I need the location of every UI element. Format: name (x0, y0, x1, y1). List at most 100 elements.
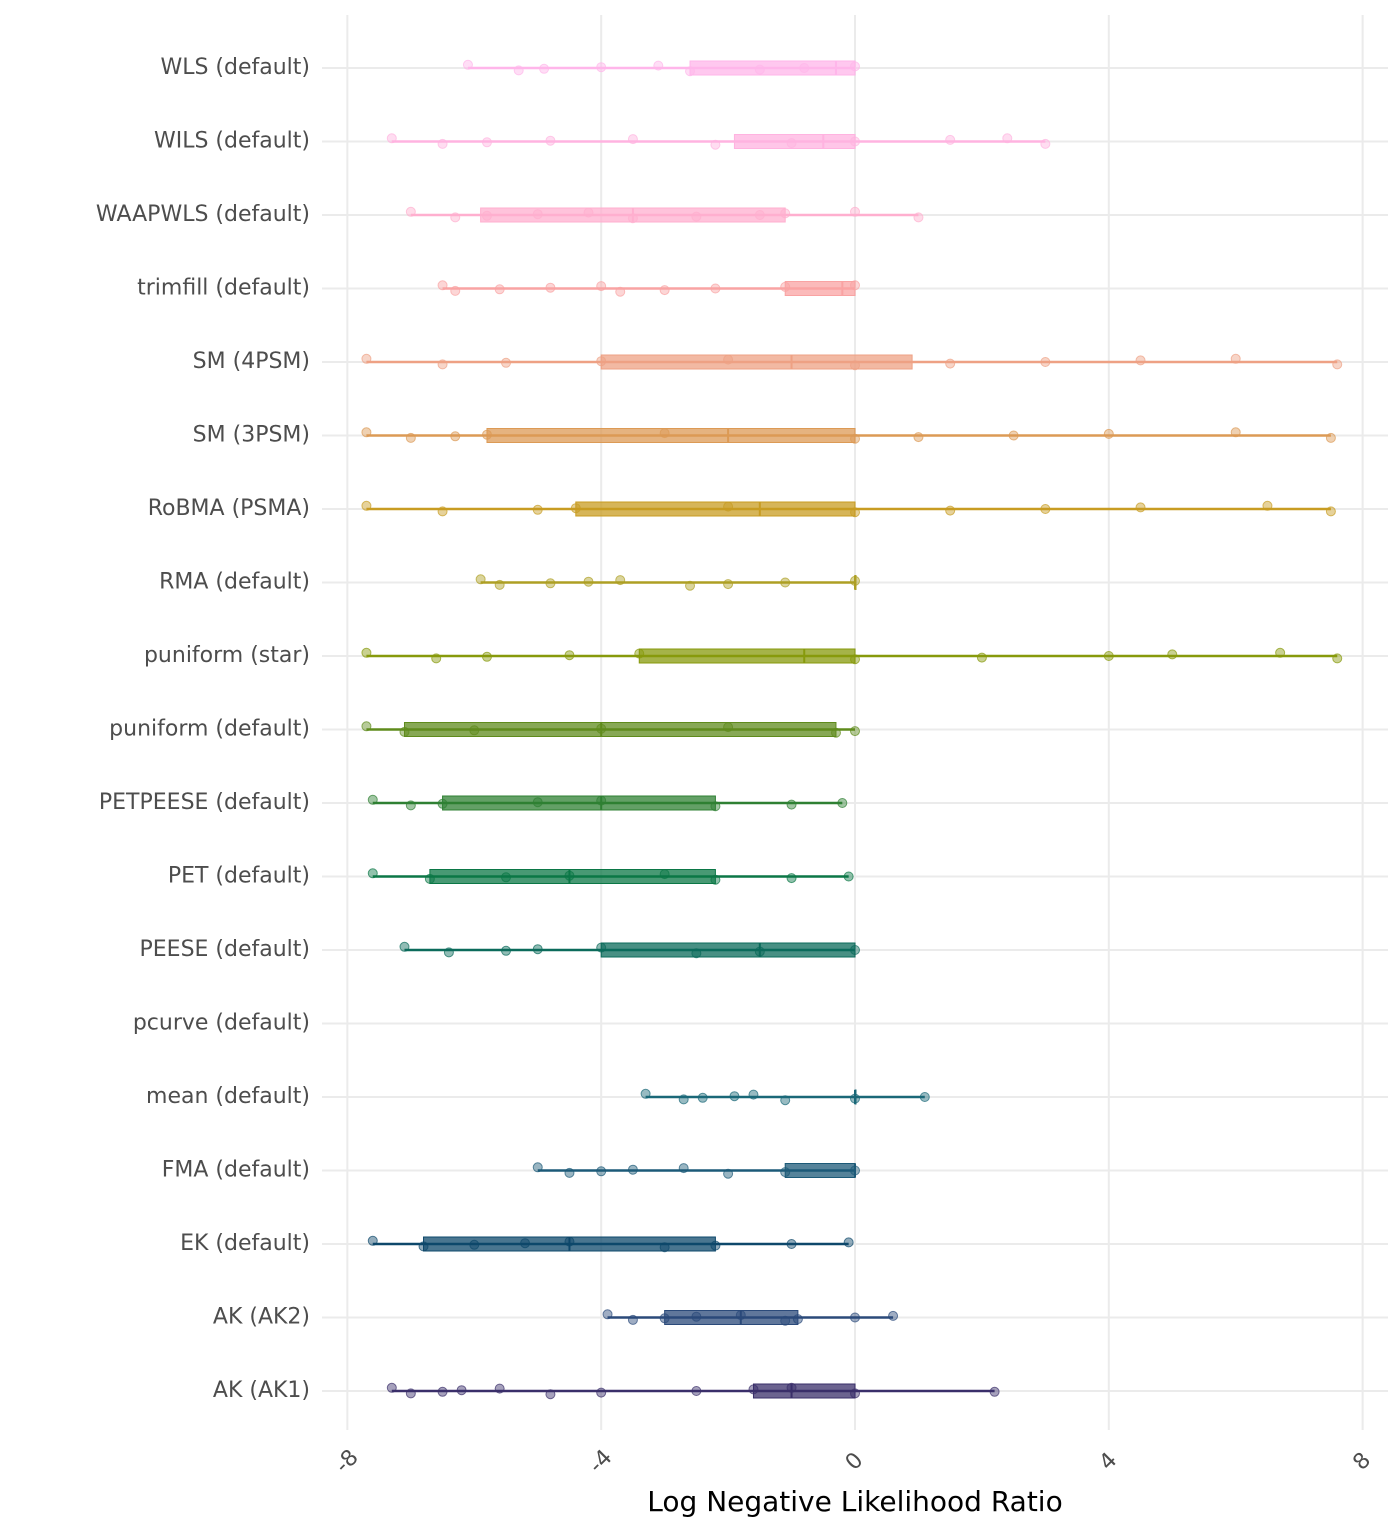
y-tick-label: PEESE (default) (140, 937, 311, 962)
point (640, 1088, 651, 1099)
point (405, 800, 416, 811)
point (583, 576, 594, 587)
point (710, 1240, 721, 1251)
point (627, 1314, 638, 1325)
point (361, 500, 372, 511)
y-tick-label: SM (3PSM) (193, 423, 310, 448)
point (850, 1165, 860, 1176)
point (850, 136, 860, 147)
point (1325, 506, 1336, 517)
point (850, 206, 860, 217)
point (729, 1091, 740, 1102)
point (437, 506, 448, 517)
point (723, 579, 734, 590)
y-tick-label: puniform (star) (144, 643, 310, 668)
point (850, 61, 860, 72)
x-axis-title: Log Negative Likelihood Ratio (647, 1485, 1062, 1518)
point (513, 65, 524, 76)
point (754, 64, 765, 75)
y-tick-label: trimfill (default) (137, 276, 310, 301)
point (532, 944, 543, 955)
point (786, 1239, 797, 1249)
y-tick-label: FMA (default) (162, 1158, 310, 1183)
point (1135, 502, 1146, 513)
point (850, 654, 860, 665)
point (723, 1168, 734, 1179)
point (659, 428, 670, 439)
point (615, 575, 626, 586)
point (945, 505, 956, 516)
point (494, 1383, 505, 1394)
point (913, 432, 924, 443)
point (780, 1167, 791, 1178)
box (429, 869, 716, 884)
point (501, 357, 512, 368)
box (600, 942, 856, 958)
y-tick-label: WILS (default) (154, 129, 310, 154)
box (752, 1383, 856, 1399)
point (361, 353, 372, 364)
point (405, 1388, 416, 1399)
point (532, 209, 543, 220)
point (786, 873, 797, 884)
point (627, 1164, 638, 1175)
box (638, 648, 856, 664)
point (361, 647, 372, 658)
point (913, 212, 924, 223)
point (475, 574, 486, 585)
point (545, 135, 556, 146)
point (843, 1237, 854, 1248)
point (437, 798, 448, 809)
point (501, 945, 512, 956)
point (564, 870, 575, 881)
point (850, 1093, 860, 1104)
point (685, 580, 696, 591)
point (456, 1385, 467, 1396)
point (494, 284, 505, 295)
point (386, 1382, 397, 1393)
point (481, 651, 492, 662)
y-tick-label: RoBMA (PSMA) (148, 496, 310, 521)
point (1040, 504, 1051, 514)
point (386, 133, 397, 144)
box (486, 428, 856, 443)
box (784, 1163, 856, 1178)
point (786, 799, 797, 810)
point (1040, 138, 1051, 149)
x-tick-label: 8 (1348, 1448, 1376, 1476)
x-tick-label: -4 (584, 1445, 617, 1478)
point (361, 427, 372, 438)
point (583, 207, 594, 218)
point (634, 648, 645, 659)
point (361, 721, 372, 732)
point (792, 1314, 803, 1325)
point (1230, 427, 1241, 438)
box (733, 134, 856, 149)
point (627, 134, 638, 145)
point (691, 211, 702, 222)
point (919, 1092, 930, 1102)
point (545, 578, 556, 589)
point (532, 504, 543, 515)
point (1325, 432, 1336, 443)
y-tick-label: AK (AK1) (213, 1378, 310, 1403)
point (596, 1387, 607, 1398)
point (830, 727, 841, 738)
point (437, 1386, 448, 1397)
y-tick-label: PET (default) (168, 864, 310, 889)
point (1332, 653, 1343, 664)
point (532, 797, 543, 808)
point (799, 63, 810, 73)
point (545, 1389, 556, 1400)
y-tick-label: WAAPWLS (default) (96, 202, 310, 227)
point (659, 285, 670, 296)
point (653, 60, 664, 71)
point (685, 66, 696, 77)
point (1040, 357, 1051, 367)
point (545, 282, 556, 293)
point (481, 137, 492, 148)
point (627, 213, 638, 224)
point (437, 280, 448, 291)
x-tick-label: 4 (1095, 1448, 1123, 1476)
